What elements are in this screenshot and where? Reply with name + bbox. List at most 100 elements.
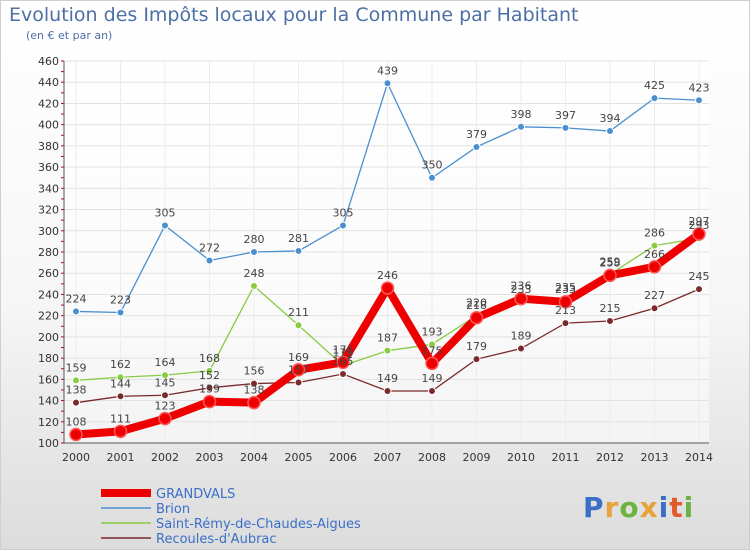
- data-point: [695, 96, 703, 105]
- data-point: [250, 379, 258, 388]
- data-label: 215: [600, 302, 621, 315]
- data-point: [603, 268, 617, 283]
- data-label: 280: [244, 233, 265, 246]
- x-tick-label: 2011: [552, 451, 580, 464]
- data-label: 266: [644, 248, 665, 261]
- data-label: 149: [377, 372, 398, 385]
- x-tick-label: 2009: [463, 451, 491, 464]
- data-label: 350: [422, 159, 443, 172]
- data-label: 258: [600, 256, 621, 269]
- data-point: [428, 340, 436, 349]
- data-label: 272: [199, 241, 220, 254]
- data-label: 164: [155, 356, 176, 369]
- x-tick-label: 2006: [329, 451, 357, 464]
- x-tick-label: 2004: [240, 451, 268, 464]
- data-label: 220: [466, 297, 487, 310]
- data-label: 245: [689, 270, 710, 283]
- data-point: [294, 378, 303, 387]
- data-label: 218: [466, 299, 487, 312]
- logo-letter: t: [669, 491, 684, 524]
- data-label: 159: [66, 361, 87, 374]
- data-label: 165: [333, 355, 354, 368]
- data-label: 398: [511, 108, 532, 121]
- data-label: 145: [155, 376, 176, 389]
- y-tick-label: 320: [38, 204, 59, 217]
- logo-letter: P: [583, 491, 605, 524]
- y-tick-label: 300: [38, 225, 59, 238]
- data-label: 179: [466, 340, 487, 353]
- data-label: 211: [288, 306, 309, 319]
- data-label: 223: [110, 293, 131, 306]
- data-label: 189: [511, 330, 532, 343]
- data-label: 259: [600, 255, 621, 268]
- data-label: 248: [244, 267, 265, 280]
- data-point: [336, 355, 350, 370]
- data-label: 235: [555, 281, 576, 294]
- x-tick-label: 2003: [196, 451, 224, 464]
- legend-label: GRANDVALS: [156, 487, 235, 502]
- data-label: 425: [644, 79, 665, 92]
- data-point: [647, 260, 662, 274]
- y-tick-label: 260: [38, 267, 59, 280]
- data-point: [250, 281, 258, 290]
- data-label: 286: [644, 227, 665, 240]
- data-label: 111: [110, 412, 131, 425]
- data-point: [291, 363, 306, 377]
- y-tick-label: 360: [38, 161, 59, 174]
- data-point: [116, 392, 125, 401]
- data-point: [339, 221, 347, 230]
- data-point: [425, 356, 439, 371]
- data-point: [158, 411, 172, 426]
- data-label: 397: [555, 109, 576, 122]
- data-point: [116, 308, 125, 317]
- x-tick-label: 2013: [641, 451, 669, 464]
- data-point: [72, 307, 80, 316]
- x-tick-label: 2005: [285, 451, 313, 464]
- data-label: 157: [288, 364, 309, 377]
- x-tick-label: 2010: [507, 451, 535, 464]
- data-point: [72, 376, 80, 385]
- data-point: [380, 281, 395, 295]
- data-label: 213: [555, 304, 576, 317]
- data-label: 156: [244, 365, 265, 378]
- data-label: 423: [689, 81, 710, 94]
- data-label: 168: [199, 352, 220, 365]
- data-label: 227: [644, 289, 665, 302]
- data-point: [250, 248, 258, 256]
- data-label: 281: [288, 232, 309, 245]
- y-tick-label: 380: [38, 140, 59, 153]
- data-label: 176: [333, 343, 354, 356]
- x-tick-label: 2000: [62, 451, 90, 464]
- data-point: [650, 241, 659, 250]
- data-point: [558, 295, 573, 309]
- data-point: [428, 173, 436, 182]
- data-point: [69, 427, 83, 442]
- logo-letter: o: [619, 491, 640, 524]
- data-point: [113, 424, 128, 439]
- y-tick-label: 180: [38, 352, 59, 365]
- data-label: 246: [377, 269, 398, 282]
- y-tick-label: 240: [38, 288, 59, 301]
- data-point: [469, 311, 484, 325]
- legend-label: Recoules-d'Aubrac: [156, 532, 277, 547]
- data-point: [205, 366, 214, 375]
- data-label: 305: [155, 206, 176, 219]
- chart-title: Evolution des Impôts locaux pour la Comm…: [9, 4, 579, 26]
- y-tick-label: 280: [38, 246, 59, 259]
- legend-label: Brion: [156, 502, 190, 517]
- data-point: [161, 391, 169, 400]
- data-label: 169: [288, 351, 309, 364]
- data-point: [294, 246, 303, 255]
- x-tick-label: 2007: [374, 451, 402, 464]
- data-label: 175: [422, 344, 443, 357]
- y-tick-label: 120: [38, 416, 59, 429]
- data-point: [161, 371, 169, 380]
- data-label: 162: [110, 358, 131, 371]
- data-point: [650, 304, 659, 313]
- data-label: 297: [689, 215, 710, 228]
- x-tick-label: 2001: [107, 451, 135, 464]
- data-label: 224: [66, 292, 87, 305]
- data-point: [205, 256, 214, 265]
- y-tick-label: 440: [38, 76, 59, 89]
